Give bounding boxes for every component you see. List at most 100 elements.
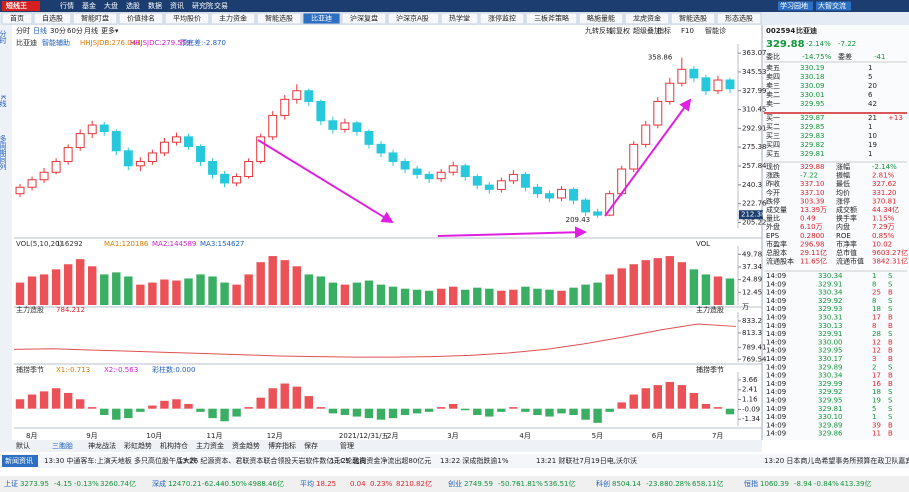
tab[interactable]: 龙虎资金 — [633, 14, 661, 23]
tab[interactable]: 三板斧策略 — [534, 14, 569, 23]
bar — [280, 260, 289, 305]
indicator-tab[interactable]: 三胞胎 — [52, 441, 73, 450]
trade-cell: 12 — [872, 347, 881, 355]
news-tab[interactable]: 新闻资讯 — [5, 456, 33, 465]
toolbar-item[interactable]: 月线 — [84, 26, 98, 35]
news-item[interactable]: 13:26 纪源资本、君联资本联合领投天岩软件数亿元C轮融资 — [178, 456, 366, 465]
candle-body — [557, 188, 566, 199]
indicator-tab[interactable]: 保存 — [304, 441, 318, 450]
tab[interactable]: 首页 — [10, 14, 24, 23]
trend-arrow — [257, 139, 394, 224]
toolbar-item[interactable]: 超级叠加 — [633, 26, 661, 35]
chart-indicator: 智能辅助 — [42, 38, 70, 47]
tab[interactable]: 比亚迪 — [311, 14, 332, 23]
news-item[interactable]: 13:20 日本商儿岛希望事务所预算在政卫队嘉宾加强 — [764, 456, 909, 465]
tab[interactable]: 平均股价 — [173, 14, 201, 23]
toolbar-item[interactable]: 60分 — [67, 26, 83, 35]
trade-cell: 329.91 — [818, 280, 843, 288]
toolbar-item[interactable]: 分时 — [16, 26, 30, 35]
indicator-tab[interactable]: 资金趋势 — [232, 441, 260, 450]
menu-item[interactable]: 选股 — [126, 1, 140, 10]
legend-entry: 主力造股 — [16, 305, 44, 314]
menu-item[interactable]: 交易 — [214, 1, 228, 10]
side-tab[interactable]: 多周期同列 — [0, 134, 7, 171]
tab[interactable]: 自选股 — [42, 14, 63, 23]
indicator-tab[interactable]: 管理 — [340, 441, 354, 450]
bid-cell: 21 — [868, 114, 877, 122]
indicator-tab[interactable]: 彩虹趋势 — [124, 441, 152, 450]
toolbar-item[interactable]: 30分 — [50, 26, 66, 35]
toolbar-item[interactable]: 日线 — [33, 26, 47, 35]
stock-name: 比亚迪 — [796, 26, 817, 35]
tab-bg — [72, 12, 118, 25]
toolbar-item[interactable]: 更多▾ — [101, 26, 119, 35]
bar — [641, 388, 650, 409]
index-cell: 8504.14 — [612, 480, 641, 488]
stat-cell: 303.39 — [800, 197, 825, 205]
top-button[interactable]: 大智交流 — [818, 1, 846, 10]
bar — [593, 282, 602, 305]
news-item[interactable]: 13:25 北向资金净流出超80亿元 — [330, 456, 431, 465]
stat-cell: 跌停 — [766, 196, 780, 205]
index-cell: 8210.82亿 — [396, 479, 432, 488]
side-tab[interactable]: K线 — [0, 95, 7, 107]
bid-cell: 329.81 — [800, 150, 825, 158]
trade-cell: 28 — [872, 330, 881, 338]
candle-body — [412, 168, 422, 175]
toolbar-item[interactable]: 九转反转 — [585, 26, 613, 35]
bar — [412, 408, 422, 414]
toolbar-item[interactable]: F10 — [681, 27, 694, 35]
tab[interactable]: 热学堂 — [449, 14, 470, 23]
indicator-tab[interactable]: 博弈指标 — [268, 441, 296, 450]
stat-cell: 振幅 — [836, 171, 850, 180]
tab[interactable]: 略施量能 — [587, 14, 615, 23]
tab-bg — [440, 12, 479, 25]
bar — [75, 259, 85, 305]
news-item[interactable]: 13:21 财联社7月19日电,沃尔沃 — [536, 456, 637, 465]
tab[interactable]: 智能选股 — [679, 14, 707, 23]
candle-body — [388, 152, 398, 163]
tab-bg — [33, 12, 72, 25]
trade-cell: S — [888, 413, 893, 421]
tab[interactable]: 价值排名 — [127, 14, 155, 23]
tab[interactable]: 沪深京A股 — [396, 14, 429, 23]
x-tick-label: 6月 — [652, 432, 663, 440]
stat-cell: ROE — [836, 232, 851, 240]
toolbar-item[interactable]: 指标 — [657, 26, 671, 35]
bar — [701, 403, 711, 409]
tab[interactable]: 智能盯盘 — [81, 14, 109, 23]
tab[interactable]: 沪深复盘 — [350, 14, 378, 23]
legend-entry: MA2:144589 — [152, 240, 196, 248]
news-item[interactable]: 13:22 深成指跌逾1% — [440, 456, 509, 465]
indicator-tab[interactable]: 默认 — [16, 441, 30, 450]
indicator-tab[interactable]: 机构持仓 — [160, 441, 188, 450]
ratio: 委差 — [838, 52, 852, 61]
candle-body — [111, 130, 121, 152]
menu-item[interactable]: 资讯 — [170, 1, 184, 10]
menu-item[interactable]: 基金 — [82, 1, 96, 10]
news-item[interactable]: 13:30 中通客车:上演天地板 多只高位股午后大跌 — [44, 456, 197, 465]
menu-item[interactable]: 研究院 — [192, 1, 213, 10]
tab[interactable]: 智能选股 — [265, 14, 293, 23]
tab[interactable]: 主力资金 — [219, 14, 247, 23]
menu-item[interactable]: 行情 — [60, 1, 74, 10]
menu-item[interactable]: 数据 — [148, 1, 162, 10]
indicator-tab[interactable]: 主力资金 — [196, 441, 224, 450]
candle-body — [147, 152, 157, 163]
bar — [605, 408, 614, 412]
tab[interactable]: 涨停监控 — [488, 14, 516, 23]
bid-cell: 10 — [868, 132, 877, 140]
candle-body — [448, 165, 458, 173]
tab[interactable]: 形态选股 — [725, 14, 753, 23]
x-tick-label: 4月 — [519, 432, 530, 440]
index-cell: 恒指 — [744, 479, 758, 488]
side-tab[interactable]: 分时 — [0, 29, 7, 44]
menu-item[interactable]: 大盘 — [104, 1, 118, 10]
toolbar-item[interactable]: 前复权 — [609, 26, 630, 35]
top-button[interactable]: 学习园地 — [780, 1, 808, 10]
bar — [304, 396, 314, 409]
indicator-tab[interactable]: 神龙战法 — [88, 441, 116, 450]
stat-cell: 3842.31亿 — [872, 257, 908, 266]
index-cell: 4988.46亿 — [248, 479, 284, 488]
toolbar-item[interactable]: 智能诊 — [705, 26, 726, 35]
